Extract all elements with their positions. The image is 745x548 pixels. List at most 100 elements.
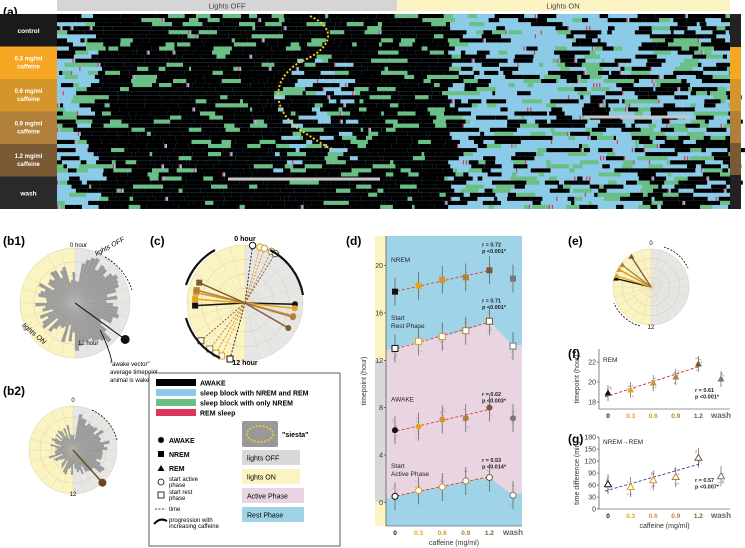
raster-awake [642,74,659,79]
raster-awake [608,26,615,31]
raster-rem [471,58,473,63]
x-tick-label: 0.3 [414,530,423,537]
raster-awake [148,156,161,161]
raster-rem [253,119,255,124]
raster-awake [717,200,720,205]
panel-label-b2: (b2) [3,384,25,398]
raster-awake [209,156,218,161]
raster-awake [103,30,116,35]
raster-awake [617,184,624,189]
raster-nrem [86,46,106,51]
raster-awake [662,200,680,205]
c-vector [220,302,246,357]
raster-awake [402,127,416,132]
raster-nrem [135,74,150,79]
raster-nrem [290,111,296,116]
raster-awake [537,14,557,19]
raster-awake [281,103,289,108]
raster-nrem [508,30,522,35]
raster-awake [236,168,244,173]
raster-awake [267,58,287,63]
raster-awake [412,139,419,144]
raster-awake [127,66,138,71]
raster-awake [655,87,668,92]
raster-nrem [664,180,679,185]
raster-awake [164,164,173,169]
raster-nrem [548,176,557,181]
raster-awake [302,123,321,128]
raster-awake [222,99,241,104]
raster-awake [436,164,451,169]
raster-rem [188,30,190,35]
raster-awake [379,115,384,120]
scatter-marker [415,486,423,494]
raster-nrem [513,160,525,165]
raster-awake [209,160,219,165]
raster-nrem [104,103,110,108]
raster-awake [348,200,357,205]
raster-nrem [311,38,326,43]
c-noon-label: 12 hour [232,360,258,367]
raster-awake [492,135,509,140]
raster-awake [444,54,452,59]
raster-awake [174,18,190,23]
raster-awake [711,38,726,43]
raster-awake [146,34,167,39]
raster-awake [119,107,137,112]
raster-awake [232,26,236,31]
raster-nrem [569,168,575,173]
raster-nrem [278,18,285,23]
polar-spoke [244,252,275,304]
scatter-individual-point [511,410,513,413]
raster-awake [215,111,235,116]
raster-awake [230,144,248,149]
scatter-marker [485,473,493,481]
raster-awake [674,184,680,189]
raster-awake [211,34,229,39]
raster-awake [398,103,404,108]
raster-awake [630,192,644,197]
raster-awake [255,50,273,55]
raster-awake [494,14,512,19]
raster-awake [585,34,598,39]
raster-rem [268,66,270,71]
raster-awake [103,168,107,173]
raster-awake [443,180,452,185]
raster-rem [603,156,605,161]
raster-awake [150,131,155,136]
raster-awake [144,103,162,108]
raster-awake [566,79,571,84]
raster-awake [277,38,297,43]
raster-awake [91,18,106,23]
raster-awake [250,135,263,140]
raster-awake [75,58,95,63]
raster-awake [463,74,471,79]
scatter-individual-point [463,281,466,284]
raster-awake [167,144,176,149]
b2-bar [61,450,73,468]
raster-nrem [97,164,113,169]
raster-awake [415,127,418,132]
raster-awake [404,107,415,112]
raster-awake [258,79,264,84]
raster-rem [530,107,532,112]
raster-awake [167,156,179,161]
raster-awake [670,188,679,193]
raster-nrem [588,200,592,205]
raster-awake [387,91,392,96]
raster-nrem [168,30,181,35]
e-marker [616,266,623,272]
b2-bar [61,440,73,450]
raster-awake [99,87,110,92]
raster-awake [191,62,209,67]
raster-awake [722,168,729,173]
raster-awake [88,200,98,205]
raster-awake [640,196,644,201]
raster-awake [286,26,297,31]
raster-awake [252,196,261,201]
raster-awake [650,111,668,116]
raster-awake [695,115,714,120]
raster-awake [223,107,226,112]
raster-awake [411,54,430,59]
raster-awake [349,180,365,185]
